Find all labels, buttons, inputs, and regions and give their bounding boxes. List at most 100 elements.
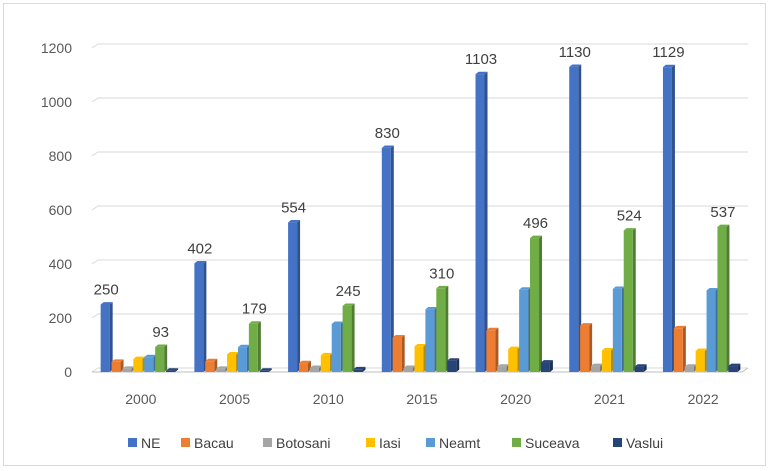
legend-swatch (263, 438, 272, 447)
bar-vaslui-2015 (447, 358, 460, 372)
y-tick-label: 1200 (41, 40, 72, 56)
data-label-suceava-2022: 537 (710, 204, 735, 221)
bar-bacau-2005 (205, 358, 218, 372)
gridline (91, 205, 748, 211)
bar-ne-2000 (100, 302, 113, 372)
x-tick-label: 2015 (406, 391, 437, 407)
legend-item-vaslui: Vaslui (613, 435, 663, 451)
data-label-suceava-2020: 496 (523, 215, 548, 232)
legend-item-iasi: Iasi (366, 435, 401, 451)
bar-bacau-2015 (392, 335, 405, 372)
y-tick-label: 400 (49, 256, 73, 272)
legend-swatch (613, 438, 622, 447)
bar-vaslui-2021 (634, 364, 647, 372)
y-tick-label: 0 (64, 364, 72, 380)
bar-iasi-2010 (320, 352, 333, 372)
x-tick-label: 2021 (594, 391, 625, 407)
bar-ne-2020 (475, 71, 488, 372)
bar-iasi-2020 (508, 346, 521, 372)
bar-iasi-2022 (695, 348, 708, 372)
bar-neamt-2010 (331, 321, 344, 372)
legend-item-neamt: Neamt (426, 435, 480, 451)
bar-suceava-2005 (248, 321, 261, 372)
y-tick-label: 600 (49, 202, 73, 218)
bar-botosani-2022 (684, 364, 697, 372)
bar-neamt-2021 (612, 286, 625, 372)
bar-botosani-2021 (591, 363, 604, 372)
bar-botosani-2005 (216, 366, 229, 372)
x-tick-label: 2020 (500, 391, 531, 407)
y-tick-label: 1000 (41, 94, 72, 110)
bar-botosani-2000 (122, 366, 135, 372)
bar-ne-2015 (381, 145, 394, 372)
x-tick-label: 2022 (688, 391, 719, 407)
bar-neamt-2005 (237, 344, 250, 372)
bar-suceava-2010 (342, 303, 355, 372)
bar-neamt-2015 (425, 306, 438, 372)
legend-item-botosani: Botosani (263, 435, 330, 451)
bar-vaslui-2020 (540, 360, 553, 372)
bar-ne-2010 (288, 220, 301, 372)
legend-swatch (366, 438, 375, 447)
legend-swatch (128, 438, 137, 447)
y-tick-label: 200 (49, 310, 73, 326)
bar-vaslui-2022 (728, 363, 741, 372)
legend-swatch (512, 438, 521, 447)
gridline (91, 259, 748, 265)
bar-bacau-2022 (673, 325, 686, 372)
data-label-ne-2020: 1103 (465, 51, 497, 68)
gridline (91, 151, 748, 157)
bar-ne-2022 (662, 64, 675, 373)
bar-iasi-2000 (133, 356, 146, 372)
legend-swatch (181, 438, 190, 447)
legend-item-suceava: Suceava (512, 435, 580, 451)
legend-label: Iasi (379, 435, 401, 451)
bar-suceava-2000 (155, 344, 168, 372)
y-axis: 0 200 400 600 800 1000 1200 (41, 40, 72, 380)
gridline (91, 97, 748, 103)
x-tick-label: 2005 (219, 391, 250, 407)
grid-lines (91, 43, 749, 373)
legend-label: Neamt (439, 435, 480, 451)
data-label-ne-2010: 554 (281, 199, 306, 216)
legend-label: Vaslui (626, 435, 663, 451)
bar-bacau-2020 (486, 327, 499, 372)
data-label-suceava-2000: 93 (152, 324, 169, 341)
bar-vaslui-2005 (259, 368, 272, 372)
data-label-ne-2000: 250 (94, 282, 119, 299)
legend-label: Botosani (276, 435, 330, 451)
legend-swatch (426, 438, 435, 447)
bar-suceava-2021 (623, 228, 636, 372)
legend: NE Bacau Botosani Iasi Neamt Suceava Vaslui (128, 435, 663, 451)
bar-suceava-2020 (530, 235, 543, 372)
data-labels: 250 93 402 179 554 245 830 310 1103 496 1130 524 112… (94, 44, 736, 341)
data-label-ne-2021: 1130 (559, 44, 591, 61)
bar-iasi-2015 (414, 343, 427, 372)
bar-suceava-2022 (717, 224, 730, 372)
bar-neamt-2020 (519, 287, 532, 372)
bar-botosani-2015 (403, 365, 416, 372)
bar-vaslui-2000 (166, 368, 179, 372)
x-tick-label: 2000 (125, 391, 156, 407)
data-label-ne-2015: 830 (375, 125, 400, 142)
legend-label: Bacau (194, 435, 234, 451)
bar-vaslui-2010 (353, 366, 366, 372)
x-axis-line (92, 367, 749, 373)
data-label-suceava-2015: 310 (429, 265, 454, 282)
legend-item-bacau: Bacau (181, 435, 234, 451)
y-tick-label: 800 (49, 148, 73, 164)
bar-bacau-2010 (298, 360, 311, 372)
bar-suceava-2015 (436, 285, 449, 372)
x-tick-label: 2010 (313, 391, 344, 407)
bar-bacau-2000 (111, 359, 124, 372)
bar-ne-2021 (569, 64, 582, 373)
bars (100, 64, 741, 373)
gridline (91, 313, 748, 319)
bar-bacau-2021 (580, 323, 593, 372)
x-axis: 2000 2005 2010 2015 2020 2021 2022 (125, 391, 719, 407)
bar-botosani-2020 (497, 364, 510, 372)
data-label-suceava-2005: 179 (242, 301, 267, 318)
legend-label: NE (141, 435, 160, 451)
gridline (91, 43, 748, 49)
bar-iasi-2005 (227, 352, 240, 372)
